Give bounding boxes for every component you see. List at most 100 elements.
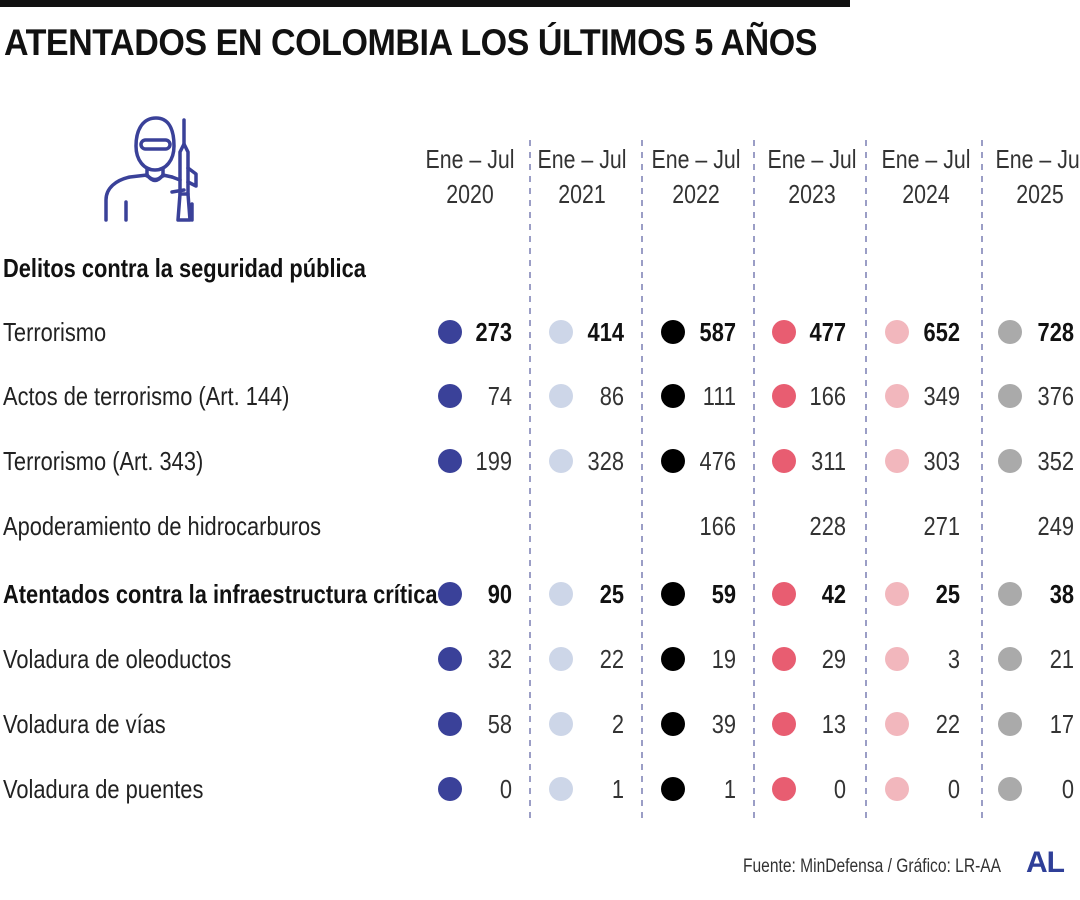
series-dot-2024 — [885, 647, 909, 671]
data-value: 38 — [1049, 579, 1074, 609]
row-label: Voladura de vías — [3, 709, 166, 739]
data-value: 21 — [1049, 644, 1074, 674]
data-value: 1 — [723, 774, 736, 804]
column-header-2022: Ene – Jul 2022 — [647, 142, 745, 212]
row-label: Atentados contra la infraestructura crít… — [3, 579, 438, 609]
row-label: Actos de terrorismo (Art. 144) — [3, 381, 290, 411]
series-dot-2025 — [998, 647, 1022, 671]
data-value: 349 — [923, 381, 960, 411]
data-value: 249 — [1037, 511, 1074, 541]
data-value: 0 — [1061, 774, 1074, 804]
series-dot-2025 — [998, 384, 1022, 408]
series-dot-2024 — [885, 712, 909, 736]
series-dot-2024 — [885, 582, 909, 606]
series-dot-2024 — [885, 777, 909, 801]
source-note: Fuente: MinDefensa / Gráfico: LR-AA — [743, 856, 1002, 877]
data-value: 59 — [711, 579, 736, 609]
series-dot-2020 — [438, 647, 462, 671]
column-header-year: 2021 — [558, 179, 606, 209]
row-label: Apoderamiento de hidrocarburos — [3, 511, 322, 541]
data-value: 29 — [821, 644, 846, 674]
data-value: 0 — [499, 774, 512, 804]
data-value: 74 — [487, 381, 512, 411]
series-dot-2023 — [772, 320, 796, 344]
data-value: 58 — [487, 709, 512, 739]
data-value: 111 — [702, 381, 736, 411]
series-dot-2022 — [661, 582, 685, 606]
column-header-period: Ene – Jul — [537, 144, 627, 174]
series-dot-2023 — [772, 582, 796, 606]
column-header-2023: Ene – Jul 2023 — [763, 142, 861, 212]
series-dot-2023 — [772, 647, 796, 671]
series-dot-2025 — [998, 777, 1022, 801]
series-dot-2021 — [549, 449, 573, 473]
data-value: 17 — [1049, 709, 1074, 739]
publisher-logo: AL — [1026, 846, 1065, 879]
data-value: 328 — [587, 446, 624, 476]
column-header-year: 2025 — [1016, 179, 1064, 209]
series-dot-2020 — [438, 384, 462, 408]
series-dot-2022 — [661, 777, 685, 801]
row-label: Voladura de oleoductos — [3, 644, 232, 674]
series-dot-2021 — [549, 647, 573, 671]
series-dot-2022 — [661, 384, 685, 408]
data-value: 0 — [833, 774, 846, 804]
data-value: 199 — [475, 446, 512, 476]
row-label: Terrorismo (Art. 343) — [3, 446, 204, 476]
series-dot-2021 — [549, 777, 573, 801]
data-value: 166 — [699, 511, 736, 541]
column-header-2024: Ene – Jul 2024 — [877, 142, 975, 212]
data-value: 22 — [599, 644, 624, 674]
series-dot-2020 — [438, 449, 462, 473]
data-value: 728 — [1037, 317, 1074, 347]
series-dot-2022 — [661, 712, 685, 736]
data-value: 0 — [947, 774, 960, 804]
series-dot-2024 — [885, 320, 909, 344]
column-header-year: 2022 — [672, 179, 720, 209]
data-value: 32 — [487, 644, 512, 674]
series-dot-2020 — [438, 320, 462, 344]
data-value: 303 — [923, 446, 960, 476]
series-dot-2020 — [438, 712, 462, 736]
data-value: 271 — [923, 511, 960, 541]
top-rule — [0, 0, 850, 7]
data-value: 477 — [809, 317, 846, 347]
data-value: 652 — [923, 317, 960, 347]
data-value: 476 — [699, 446, 736, 476]
series-dot-2023 — [772, 712, 796, 736]
data-value: 90 — [487, 579, 512, 609]
series-dot-2023 — [772, 384, 796, 408]
data-value: 2 — [611, 709, 624, 739]
data-value: 3 — [947, 644, 960, 674]
data-value: 228 — [809, 511, 846, 541]
masked-soldier-with-rifle-icon — [104, 116, 198, 222]
row-label: Terrorismo — [3, 317, 107, 347]
series-dot-2025 — [998, 582, 1022, 606]
series-dot-2023 — [772, 777, 796, 801]
series-dot-2021 — [549, 712, 573, 736]
column-header-2025: Ene – Jul 2025 — [991, 142, 1080, 212]
data-value: 25 — [599, 579, 624, 609]
column-header-year: 2024 — [902, 179, 950, 209]
series-dot-2022 — [661, 449, 685, 473]
column-header-2021: Ene – Jul 2021 — [533, 142, 631, 212]
series-dot-2022 — [661, 647, 685, 671]
data-value: 19 — [711, 644, 736, 674]
series-dot-2021 — [549, 320, 573, 344]
series-dot-2024 — [885, 449, 909, 473]
data-value: 25 — [935, 579, 960, 609]
data-value: 13 — [821, 709, 846, 739]
row-label: Voladura de puentes — [3, 774, 204, 804]
data-value: 166 — [809, 381, 846, 411]
data-value: 311 — [811, 446, 846, 476]
series-dot-2025 — [998, 449, 1022, 473]
data-value: 22 — [935, 709, 960, 739]
chart-title: ATENTADOS EN COLOMBIA LOS ÚLTIMOS 5 AÑOS — [4, 22, 818, 63]
column-header-period: Ene – Jul — [995, 144, 1080, 174]
series-dot-2020 — [438, 582, 462, 606]
series-dot-2020 — [438, 777, 462, 801]
series-dot-2021 — [549, 384, 573, 408]
column-header-year: 2020 — [446, 179, 494, 209]
data-value: 39 — [711, 709, 736, 739]
data-value: 376 — [1037, 381, 1074, 411]
